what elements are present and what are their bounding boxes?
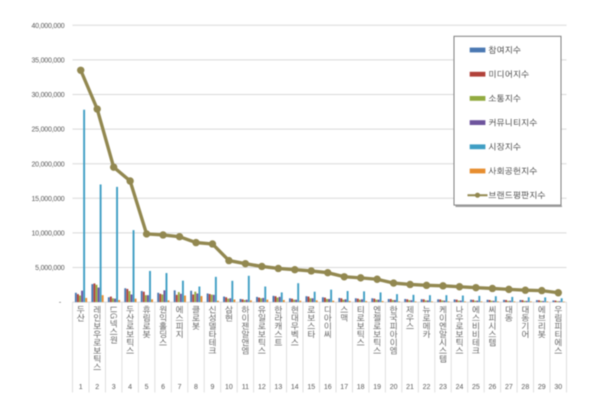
svg-text:15: 15 (307, 384, 315, 391)
svg-text:10,000,000: 10,000,000 (31, 231, 64, 238)
svg-text:11: 11 (242, 384, 249, 391)
svg-text:25: 25 (472, 384, 480, 391)
svg-text:20,000,000: 20,000,000 (31, 161, 64, 168)
svg-text:10: 10 (225, 384, 233, 391)
svg-text:15,000,000: 15,000,000 (31, 196, 64, 203)
svg-text:21: 21 (406, 384, 414, 391)
svg-text:3: 3 (112, 384, 116, 391)
svg-text:22: 22 (423, 384, 431, 391)
svg-text:24: 24 (456, 384, 464, 391)
svg-text:23: 23 (439, 384, 447, 391)
svg-text:20: 20 (390, 384, 398, 391)
svg-text:14: 14 (291, 384, 299, 391)
svg-text:1: 1 (79, 384, 83, 391)
svg-text:40,000,000: 40,000,000 (31, 23, 64, 30)
svg-text:30: 30 (554, 384, 562, 391)
svg-text:13: 13 (274, 384, 282, 391)
svg-text:16: 16 (324, 384, 332, 391)
svg-text:18: 18 (357, 384, 365, 391)
svg-text:4: 4 (128, 384, 132, 391)
svg-text:-: - (59, 300, 62, 307)
svg-text:9: 9 (211, 384, 215, 391)
svg-text:27: 27 (505, 384, 513, 391)
svg-text:8: 8 (194, 384, 198, 391)
svg-text:2: 2 (95, 384, 99, 391)
svg-text:26: 26 (489, 384, 497, 391)
svg-text:25,000,000: 25,000,000 (31, 127, 64, 134)
svg-text:35,000,000: 35,000,000 (31, 58, 64, 65)
svg-text:30,000,000: 30,000,000 (31, 92, 64, 99)
svg-text:5,000,000: 5,000,000 (35, 265, 65, 272)
svg-text:29: 29 (538, 384, 546, 391)
svg-text:7: 7 (178, 384, 182, 391)
svg-text:17: 17 (340, 384, 348, 391)
svg-text:5: 5 (145, 384, 149, 391)
svg-text:12: 12 (258, 384, 266, 391)
svg-text:6: 6 (161, 384, 165, 391)
svg-text:28: 28 (521, 384, 529, 391)
svg-text:19: 19 (373, 384, 381, 391)
